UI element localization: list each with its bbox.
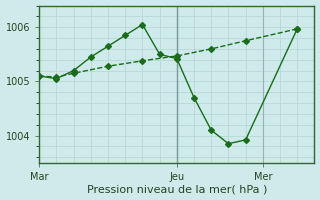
X-axis label: Pression niveau de la mer( hPa ): Pression niveau de la mer( hPa ) [87, 184, 267, 194]
